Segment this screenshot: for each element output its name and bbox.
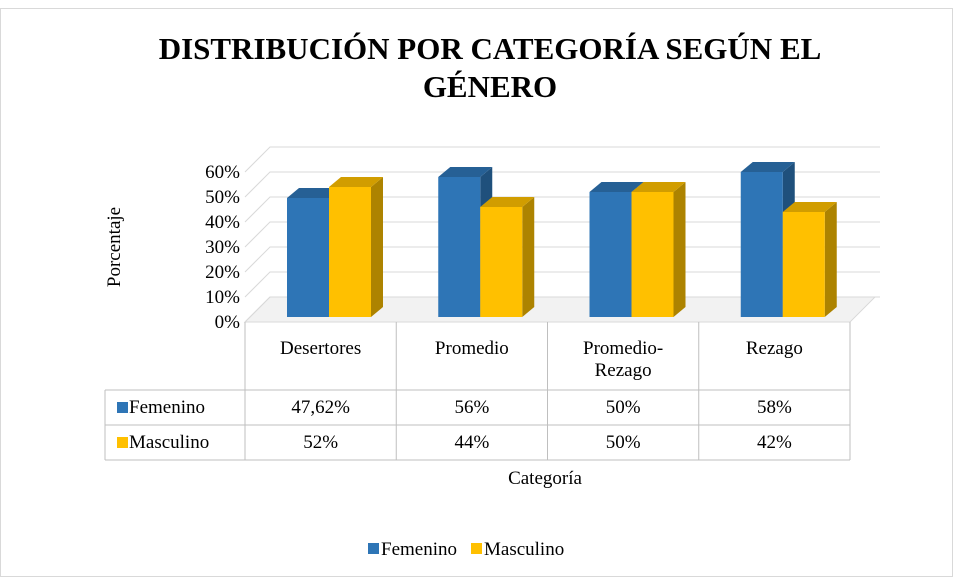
bar-front bbox=[589, 192, 632, 317]
legend-key bbox=[368, 543, 379, 554]
bar bbox=[480, 197, 535, 317]
data-label: 58% bbox=[756, 396, 792, 418]
table-series-label: Femenino bbox=[129, 396, 205, 418]
bar-top bbox=[589, 182, 644, 192]
legend-label: Femenino bbox=[381, 539, 457, 560]
y-tick-label: 0% bbox=[215, 312, 241, 333]
bar bbox=[329, 177, 383, 317]
bar bbox=[782, 202, 837, 317]
data-label: 56% bbox=[454, 396, 490, 418]
bar-front bbox=[782, 212, 825, 317]
y-tick-label: 60% bbox=[205, 162, 240, 183]
table-series-label: Masculino bbox=[129, 431, 210, 453]
data-label: 42% bbox=[756, 431, 792, 453]
y-axis-label: Porcentaje bbox=[104, 206, 125, 288]
bar-top bbox=[329, 177, 383, 187]
data-label: 44% bbox=[454, 431, 490, 453]
legend-key bbox=[471, 543, 482, 554]
y-tick-label: 40% bbox=[205, 212, 240, 233]
data-label: 50% bbox=[605, 396, 641, 418]
data-label: 52% bbox=[303, 431, 339, 453]
data-label: 50% bbox=[605, 431, 641, 453]
y-tick-label: 30% bbox=[205, 237, 240, 258]
legend-label: Masculino bbox=[484, 539, 564, 560]
bar-side bbox=[522, 197, 535, 317]
bar-top bbox=[782, 202, 837, 212]
bar-front bbox=[329, 187, 371, 317]
bar-top bbox=[480, 197, 535, 207]
y-tick-label: 20% bbox=[205, 262, 240, 283]
bar bbox=[631, 182, 686, 317]
bar-top bbox=[438, 167, 493, 177]
legend-key bbox=[117, 402, 128, 413]
bar-side bbox=[371, 177, 383, 317]
bar-front bbox=[631, 192, 674, 317]
legend-key bbox=[117, 437, 128, 448]
grid-line bbox=[244, 146, 880, 173]
category-label: Promedio bbox=[434, 338, 509, 359]
y-tick-label: 10% bbox=[205, 287, 240, 308]
bar-front bbox=[740, 172, 783, 317]
x-axis-label: Categoría bbox=[508, 468, 582, 489]
bar-front bbox=[480, 207, 523, 317]
grid-line bbox=[244, 171, 880, 198]
bar-top bbox=[287, 187, 341, 198]
bar-side bbox=[824, 202, 837, 317]
category-label: Promedio-Rezago bbox=[583, 338, 664, 381]
y-tick-label: 50% bbox=[205, 187, 240, 208]
data-label: 47,62% bbox=[291, 396, 350, 418]
bar-top bbox=[631, 182, 686, 192]
category-label: Rezago bbox=[745, 338, 803, 359]
bar-front bbox=[287, 197, 329, 317]
category-label: Desertores bbox=[280, 338, 362, 359]
chart-title: DISTRIBUCIÓN POR CATEGORÍA SEGÚN EL GÉNE… bbox=[158, 31, 822, 104]
bar-front bbox=[438, 177, 481, 317]
bar-side bbox=[673, 182, 686, 317]
bar-top bbox=[740, 162, 795, 172]
